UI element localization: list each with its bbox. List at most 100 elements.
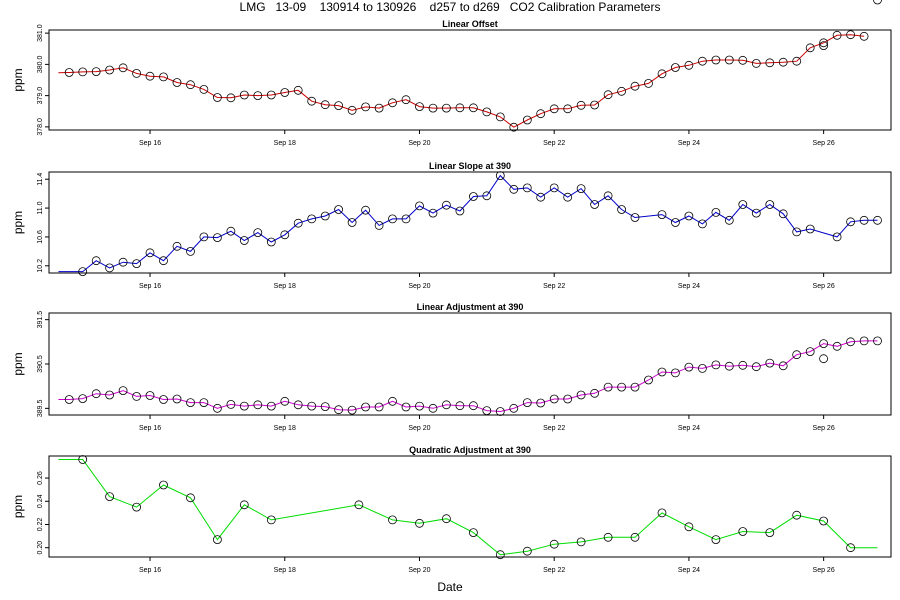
- data-point: [563, 104, 573, 114]
- data-point: [388, 396, 397, 406]
- data-point: [78, 267, 88, 277]
- data-point: [239, 500, 249, 510]
- data-point: [199, 232, 209, 242]
- data-point: [266, 401, 276, 411]
- data-point: [441, 514, 451, 524]
- data-point: [509, 184, 519, 194]
- data-point: [455, 401, 465, 411]
- data-point: [738, 360, 748, 370]
- panel-title: Quadratic Adjustment at 390: [409, 445, 531, 455]
- data-point: [105, 263, 114, 273]
- data-point: [78, 67, 88, 77]
- data-point: [846, 217, 855, 227]
- data-point: [509, 122, 519, 132]
- data-point: [765, 200, 775, 209]
- x-tick-label: Sep 24: [678, 140, 700, 147]
- x-tick-label: Sep 16: [139, 567, 161, 574]
- data-point: [415, 102, 424, 111]
- chart-panel-1: Linear Offset Sep 16 Sep 18 Sep 20 Sep 22 Sep…: [11, 0, 892, 147]
- data-point: [711, 360, 721, 370]
- data-point: [307, 96, 317, 106]
- y-tick-label: 391.5: [37, 311, 44, 329]
- data-point: [239, 236, 249, 245]
- data-point: [132, 391, 142, 401]
- y-tick-label: 11.4: [37, 173, 44, 186]
- x-tick-label: Sep 16: [139, 425, 161, 432]
- data-point: [78, 455, 88, 464]
- data-point: [724, 215, 734, 225]
- y-tick-label: 0.26: [37, 471, 44, 485]
- data-point: [724, 361, 734, 371]
- data-point: [441, 400, 451, 410]
- data-point: [280, 230, 290, 240]
- chart-panel-2: Linear Slope at 390 Sep 16 Sep 18 Sep 20 Sep…: [11, 161, 892, 290]
- data-point: [78, 394, 88, 404]
- data-point: [441, 200, 451, 210]
- data-point: [118, 386, 128, 396]
- data-point: [819, 354, 828, 364]
- data-point: [765, 358, 775, 368]
- data-point: [711, 535, 721, 544]
- data-point: [846, 337, 855, 347]
- data-point: [145, 71, 155, 81]
- data-point: [859, 31, 869, 41]
- data-point: [522, 115, 532, 125]
- x-tick-label: Sep 24: [678, 567, 700, 574]
- data-point: [819, 41, 828, 50]
- data-point: [617, 382, 626, 392]
- data-point: [657, 367, 667, 377]
- data-point: [239, 90, 249, 100]
- data-point: [698, 219, 707, 229]
- y-tick-label: 381.0: [37, 24, 44, 42]
- data-point: [482, 191, 492, 201]
- data-point: [805, 43, 815, 53]
- data-point: [630, 81, 640, 91]
- data-point: [549, 183, 559, 193]
- data-point: [145, 391, 155, 400]
- data-point: [549, 539, 559, 549]
- y-tick-label: 11.0: [37, 201, 44, 214]
- data-point: [64, 68, 74, 77]
- data-point: [105, 492, 114, 502]
- x-tick-label: Sep 16: [139, 140, 161, 147]
- data-point: [118, 63, 128, 73]
- data-point: [334, 205, 344, 214]
- data-point: [832, 30, 842, 40]
- data-point: [212, 93, 222, 102]
- data-point: [603, 90, 613, 100]
- data-point: [482, 107, 492, 117]
- data-point: [495, 112, 505, 122]
- data-point: [186, 398, 195, 408]
- data-point: [415, 401, 424, 411]
- series-line: [58, 459, 878, 556]
- data-point: [630, 532, 640, 542]
- data-point: [132, 259, 142, 269]
- data-point: [576, 184, 586, 194]
- data-point: [226, 93, 236, 103]
- data-point: [266, 515, 276, 525]
- data-point: [401, 95, 411, 105]
- data-point: [361, 402, 371, 412]
- chart-panel-3: Linear Adjustment at 390 Sep 16 Sep 18 Sep …: [11, 302, 892, 432]
- data-point: [334, 101, 344, 110]
- x-tick-label: Sep 22: [543, 140, 565, 147]
- data-point: [172, 78, 182, 87]
- data-point: [765, 58, 775, 68]
- data-point: [415, 518, 424, 528]
- data-point: [778, 361, 788, 371]
- data-point: [266, 237, 276, 247]
- data-point: [428, 103, 438, 113]
- data-point: [253, 91, 263, 100]
- x-axis-label: Date: [437, 580, 463, 594]
- data-point: [91, 256, 101, 266]
- data-point: [132, 502, 142, 512]
- y-tick-label: 390.5: [37, 355, 44, 373]
- data-point: [468, 103, 478, 113]
- data-point: [320, 402, 330, 412]
- y-axis-label: ppm: [11, 352, 25, 375]
- y-tick-label: 0.22: [37, 518, 44, 532]
- data-point: [873, 336, 882, 346]
- x-tick-label: Sep 20: [408, 567, 430, 574]
- data-point: [253, 228, 263, 238]
